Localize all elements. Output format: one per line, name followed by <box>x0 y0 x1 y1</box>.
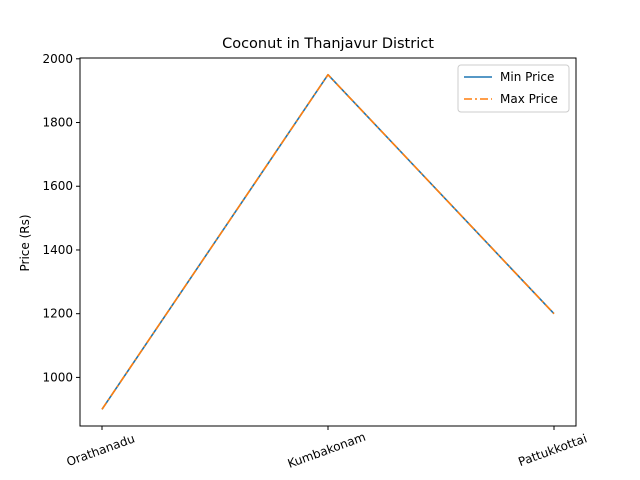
series-lines <box>101 73 555 410</box>
y-tick-label: 1600 <box>42 179 73 193</box>
y-axis-label-group: Price (Rs) <box>18 214 32 271</box>
legend-entry: Min Price <box>500 70 554 84</box>
legend-entry: Max Price <box>500 92 558 106</box>
y-tick-label: 1200 <box>42 307 73 321</box>
y-tick-label: 1000 <box>42 370 73 384</box>
legend: Min Price Max Price <box>457 64 570 113</box>
y-tick-label: 1400 <box>42 243 73 257</box>
y-tick-label: 2000 <box>42 52 73 66</box>
y-axis-label: Price (Rs) <box>18 214 32 271</box>
plot-frame <box>79 57 577 427</box>
chart-title: Coconut in Thanjavur District <box>222 36 434 52</box>
y-tick-label: 1800 <box>42 116 73 130</box>
